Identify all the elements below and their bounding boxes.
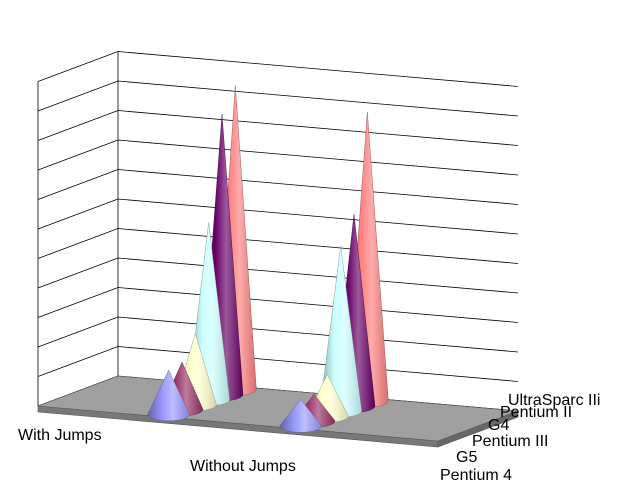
left-wall	[38, 51, 118, 406]
category-label-with-jumps: With Jumps	[18, 427, 102, 444]
series-label-pentium-ii: Pentium II	[500, 404, 572, 421]
series-label-pentium-4: Pentium 4	[440, 467, 512, 484]
category-label-without-jumps: Without Jumps	[190, 458, 296, 475]
chart-floor	[37, 375, 519, 448]
chart-walls	[37, 51, 519, 412]
chart-cones	[147, 85, 389, 433]
series-label-pentium-iii: Pentium III	[472, 433, 548, 450]
cone-body	[147, 369, 190, 422]
series-label-ultrasparc-iii: UltraSparc IIi	[508, 392, 600, 409]
cone-body	[279, 399, 322, 433]
cone-pentium-4-without-jumps	[279, 399, 322, 433]
series-label-g4: G4	[488, 417, 509, 434]
cone-pentium-4-with-jumps	[147, 369, 190, 422]
series-label-g5: G5	[456, 449, 477, 466]
